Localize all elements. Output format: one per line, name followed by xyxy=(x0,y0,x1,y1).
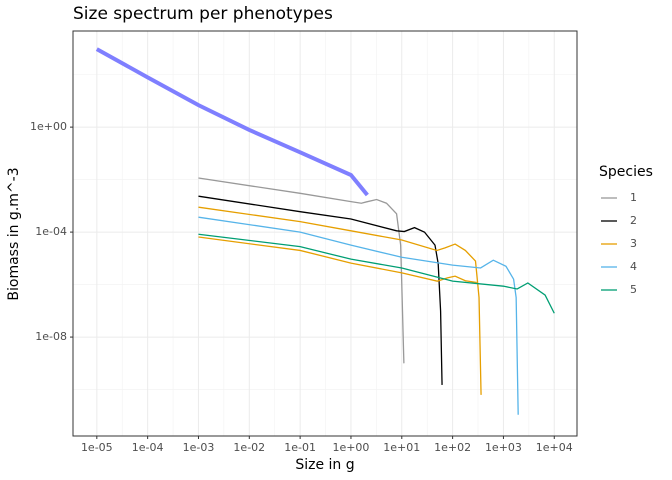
chart-title: Size spectrum per phenotypes xyxy=(73,4,333,24)
x-tick-label: 1e-05 xyxy=(81,441,113,454)
legend-label: 1 xyxy=(630,191,637,204)
y-tick-label: 1e-04 xyxy=(35,225,67,238)
y-tick-label: 1e+00 xyxy=(30,120,67,133)
legend-label: 2 xyxy=(630,214,637,227)
legend-title: Species xyxy=(599,164,653,180)
y-tick-label: 1e-08 xyxy=(35,330,67,343)
x-tick-label: 1e+01 xyxy=(383,441,420,454)
phenotype-line xyxy=(198,233,555,314)
x-tick-label: 1e+04 xyxy=(536,441,573,454)
legend-label: 4 xyxy=(630,260,637,273)
phenotype-line xyxy=(198,206,482,395)
phenotype-line xyxy=(198,216,519,415)
x-tick-label: 1e-03 xyxy=(183,441,215,454)
x-tick-label: 1e-04 xyxy=(132,441,164,454)
x-tick-label: 1e+03 xyxy=(485,441,522,454)
legend-label: 5 xyxy=(630,283,637,296)
x-tick-label: 1e+00 xyxy=(332,441,369,454)
phenotype-line xyxy=(198,177,405,364)
x-axis-label: Size in g xyxy=(295,457,354,473)
background-spectrum xyxy=(95,47,369,197)
y-axis-label: Biomass in g.m^-3 xyxy=(6,167,22,300)
panel-border xyxy=(72,30,578,437)
legend-label: 3 xyxy=(630,237,637,250)
x-tick-label: 1e-02 xyxy=(233,441,265,454)
x-tick-label: 1e-01 xyxy=(284,441,316,454)
x-tick-label: 1e+02 xyxy=(434,441,471,454)
phenotype-line xyxy=(198,195,443,385)
phenotype-line xyxy=(198,236,477,284)
